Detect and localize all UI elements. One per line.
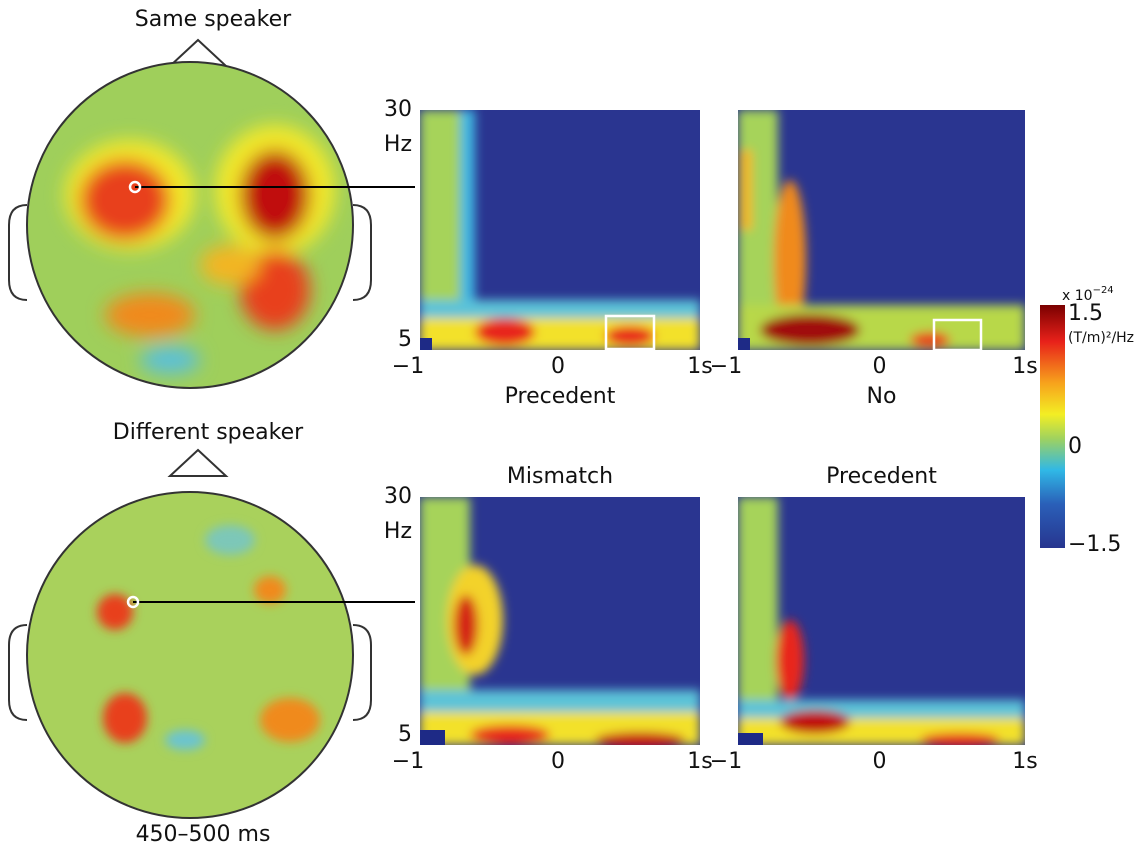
panel-label: Precedent bbox=[505, 384, 616, 409]
colorbar-mid: 0 bbox=[1068, 434, 1082, 459]
y-tick-label: 5 bbox=[398, 722, 412, 747]
y-tick-label: 30 bbox=[384, 97, 412, 122]
colorbar-unit: (T/m)²/Hz bbox=[1068, 330, 1134, 346]
x-tick-label: 1s bbox=[1012, 749, 1037, 774]
x-tick-label: −1 bbox=[710, 354, 742, 379]
y-tick-label: 5 bbox=[398, 327, 412, 352]
tf-panel bbox=[420, 110, 700, 350]
topomap-different: Different speaker 450–500 ms bbox=[9, 420, 415, 847]
panel-label: Mismatch bbox=[507, 464, 613, 489]
x-tick-label: 0 bbox=[873, 749, 887, 774]
colorbar-exponent: −24 bbox=[1093, 285, 1114, 296]
x-tick-label: 1s bbox=[1012, 354, 1037, 379]
tf-panel bbox=[738, 110, 1025, 350]
panel-label: No bbox=[867, 384, 897, 409]
y-tick-label: 30 bbox=[384, 484, 412, 509]
colorbar-max: 1.5 bbox=[1068, 301, 1103, 326]
colorbar-min: −1.5 bbox=[1068, 532, 1121, 557]
panel-label: Precedent bbox=[826, 464, 937, 489]
figure: Same speaker Different speaker 450–500 m… bbox=[0, 0, 1134, 849]
topomap-title: Same speaker bbox=[135, 7, 292, 32]
topomap-same: Same speaker bbox=[9, 7, 415, 388]
x-tick-label: 0 bbox=[551, 749, 565, 774]
y-tick-label: Hz bbox=[384, 132, 412, 157]
x-tick-label: −1 bbox=[392, 749, 424, 774]
colorbar: x 10−24 1.5 (T/m)²/Hz 0 −1.5 bbox=[1040, 285, 1134, 557]
topomap-title: Different speaker bbox=[113, 420, 304, 445]
x-tick-label: −1 bbox=[710, 749, 742, 774]
tf-panel bbox=[420, 497, 700, 748]
tf-panel bbox=[738, 497, 1025, 747]
x-tick-label: −1 bbox=[392, 354, 424, 379]
x-tick-label: 0 bbox=[873, 354, 887, 379]
x-tick-label: 0 bbox=[551, 354, 565, 379]
topomap-caption: 450–500 ms bbox=[136, 822, 271, 847]
y-tick-label: Hz bbox=[384, 519, 412, 544]
